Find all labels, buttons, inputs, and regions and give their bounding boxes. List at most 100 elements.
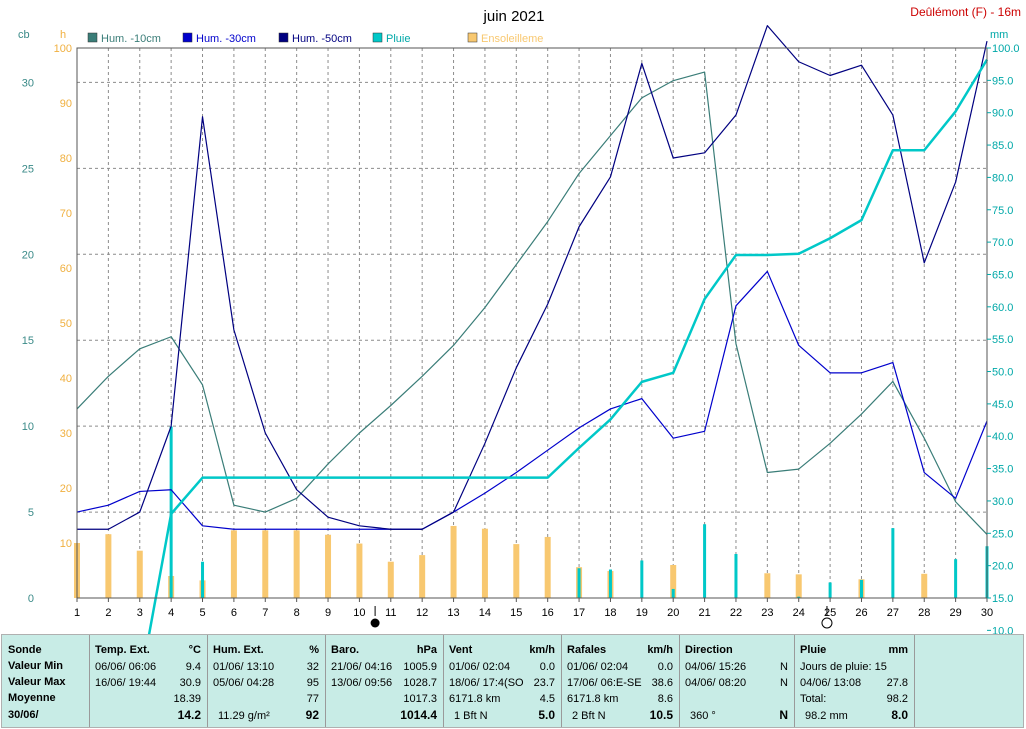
grid xyxy=(76,48,988,598)
vent-title: Vent xyxy=(449,644,473,656)
h-tick-label: 100 xyxy=(54,43,72,55)
legend-swatch xyxy=(182,32,193,43)
rafales-max-value: 38.6 xyxy=(651,677,673,689)
new-moon-icon xyxy=(370,618,380,628)
mm-tick-label: 85.0 xyxy=(992,140,1013,152)
stats-panel: Sonde Valeur Min Valeur Max Moyenne 30/0… xyxy=(1,634,1024,728)
rafales-avg-value: 8.6 xyxy=(657,693,673,705)
mm-tick-label: 65.0 xyxy=(992,269,1013,281)
mm-tick-label: 50.0 xyxy=(992,367,1013,379)
h-tick-label: 30 xyxy=(60,428,72,440)
x-tick-label: 3 xyxy=(137,607,143,619)
mm-tick-label: 75.0 xyxy=(992,205,1013,217)
direction-now-value: N xyxy=(779,708,788,722)
x-tick-label: 14 xyxy=(479,607,491,619)
sunshine-bar xyxy=(670,565,677,598)
baro-title: Baro. xyxy=(331,644,360,656)
legend-swatch xyxy=(372,32,383,43)
x-tick-label: 27 xyxy=(887,607,899,619)
chart-title: juin 2021 xyxy=(483,8,545,25)
row-label-max: Valeur Max xyxy=(8,676,66,688)
baro-min-time: 21/06/ 04:16 xyxy=(331,661,393,673)
temp-max-time: 16/06/ 19:44 xyxy=(95,677,157,689)
x-tick-label: 2 xyxy=(105,607,111,619)
rafales-title: Rafales xyxy=(567,644,607,656)
x-tick-label: 1 xyxy=(74,607,80,619)
mm-tick-label: 100.0 xyxy=(992,43,1020,55)
sunshine-bar xyxy=(136,550,143,598)
rain-bar xyxy=(859,579,863,598)
pluie-max-time: 04/06/ 13:08 xyxy=(800,677,862,689)
pluie-rain-days: Jours de pluie: 15 xyxy=(800,661,887,673)
series-pluie xyxy=(147,58,989,634)
h-tick-label: 20 xyxy=(60,483,72,495)
vent-min-time: 01/06/ 02:04 xyxy=(449,661,511,673)
rain-bar xyxy=(891,528,895,598)
hum-unit: % xyxy=(309,644,319,656)
h-tick-label: 70 xyxy=(60,208,72,220)
series-hum-30cm xyxy=(76,270,988,530)
rafales-avg-extra: 6171.8 km xyxy=(567,693,619,705)
cb-tick-label: 0 xyxy=(28,593,34,605)
legend-label: Hum. -10cm xyxy=(101,33,161,45)
baro-max-time: 13/06/ 09:56 xyxy=(331,677,393,689)
vent-unit: km/h xyxy=(529,644,555,656)
stats-col-sonde: Sonde Valeur Min Valeur Max Moyenne 30/0… xyxy=(2,635,90,727)
x-tick-label: 6 xyxy=(231,607,237,619)
h-tick-label: 90 xyxy=(60,98,72,110)
direction-min-time: 04/06/ 15:26 xyxy=(685,661,747,673)
baro-unit: hPa xyxy=(416,644,437,656)
chart: juin 2021 Deûlémont (F) - 16m cb h mm Hu… xyxy=(18,5,1021,634)
x-tick-label: 7 xyxy=(262,607,268,619)
x-tick-label: 23 xyxy=(761,607,773,619)
sonde-title: Sonde xyxy=(8,644,42,656)
rain-bar xyxy=(797,596,801,598)
stats-col-baro: Baro. hPa 21/06/ 04:16 1005.9 13/06/ 09:… xyxy=(326,635,444,727)
x-tick-label: 13 xyxy=(447,607,459,619)
x-tick-label: 24 xyxy=(793,607,805,619)
plot-frame xyxy=(76,47,988,599)
x-tick-label: 5 xyxy=(199,607,205,619)
sunshine-bar xyxy=(105,534,112,598)
mm-tick-label: 40.0 xyxy=(992,431,1013,443)
legend: Hum. -10cm Hum. -30cm Hum. -50cm Pluie Ensol… xyxy=(87,32,543,45)
sunshine-bar xyxy=(764,573,771,598)
x-tick-label: 22 xyxy=(730,607,742,619)
sunshine-bar xyxy=(921,573,928,598)
x-tick-label: 26 xyxy=(855,607,867,619)
sunshine-bar xyxy=(544,536,551,598)
stats-col-pluie: Pluie mm Jours de pluie: 15 04/06/ 13:08… xyxy=(795,635,915,727)
station-label: Deûlémont (F) - 16m xyxy=(910,5,1021,19)
axes-layer: 1 2 3 4 5 6 7 8 9 10 11 12 13 14 15 16 17 18 19 20 21 22 23 24 2… xyxy=(22,43,1020,634)
h-tick-label: 40 xyxy=(60,373,72,385)
rain-bar xyxy=(577,568,581,598)
x-tick-label: 4 xyxy=(168,607,174,619)
series-hum-50cm xyxy=(77,25,988,530)
legend-swatch xyxy=(467,32,478,43)
sunshine-bar xyxy=(795,574,802,598)
x-tick-label: 8 xyxy=(294,607,300,619)
pluie-now-value: 8.0 xyxy=(891,708,908,722)
hum-min-time: 01/06/ 13:10 xyxy=(213,661,275,673)
sunshine-bar xyxy=(481,528,488,598)
h-axis-label: h xyxy=(60,29,66,41)
h-tick-label: 10 xyxy=(60,538,72,550)
sunshine-bar xyxy=(356,543,363,598)
x-tick-label: 29 xyxy=(949,607,961,619)
mm-tick-label: 60.0 xyxy=(992,302,1013,314)
series-hum-10cm xyxy=(76,71,988,535)
direction-max-value: N xyxy=(780,677,788,689)
vent-avg-value: 4.5 xyxy=(539,693,555,705)
mm-tick-label: 70.0 xyxy=(992,237,1013,249)
stats-col-temp: Temp. Ext. °C 06/06/ 06:06 9.4 16/06/ 19… xyxy=(90,635,208,727)
baro-min-value: 1005.9 xyxy=(403,661,437,673)
direction-min-value: N xyxy=(780,661,788,673)
hum-avg-value: 77 xyxy=(306,693,319,705)
temp-now-value: 14.2 xyxy=(177,708,201,722)
x-tick-label: 16 xyxy=(542,607,554,619)
mm-tick-label: 10.0 xyxy=(992,625,1013,634)
temp-min-time: 06/06/ 06:06 xyxy=(95,661,157,673)
cb-axis-label: cb xyxy=(18,29,30,41)
vent-now-value: 5.0 xyxy=(538,708,555,722)
mm-tick-label: 55.0 xyxy=(992,334,1013,346)
